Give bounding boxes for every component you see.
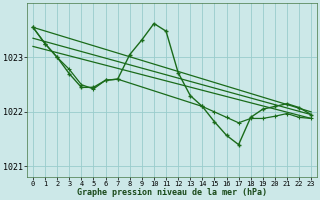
X-axis label: Graphe pression niveau de la mer (hPa): Graphe pression niveau de la mer (hPa) — [77, 188, 267, 197]
